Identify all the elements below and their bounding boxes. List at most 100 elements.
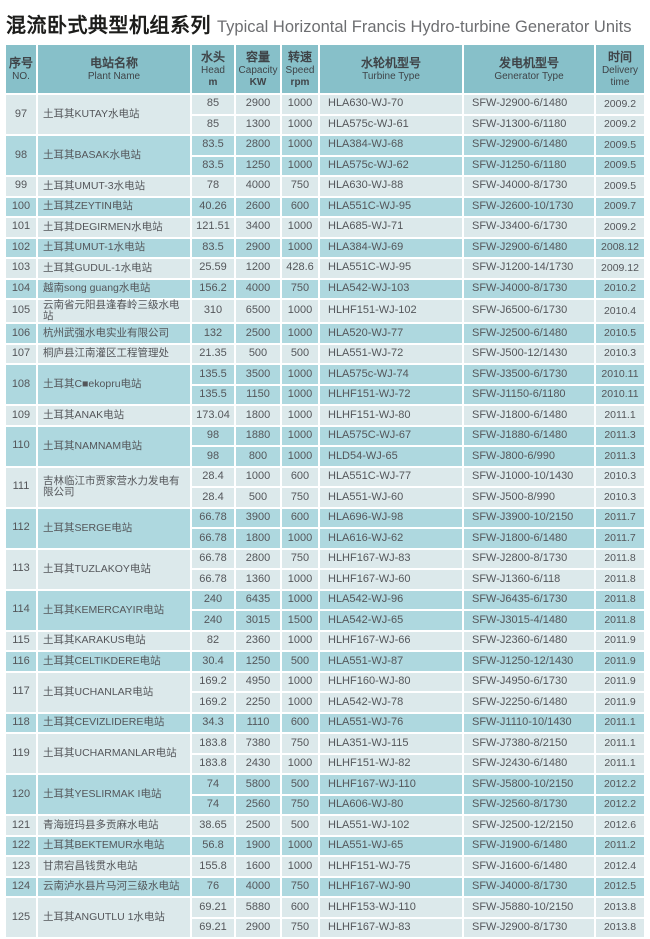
table-row: 113 土耳其TUZLAKOY电站 66.78 2800 750 HLHF167-WJ-8… bbox=[6, 549, 644, 589]
cell-speed: 500 bbox=[282, 775, 318, 794]
cell-head: 25.59 bbox=[192, 259, 234, 278]
cell-generator-type: SFW-J1900-6/1480 bbox=[464, 836, 594, 856]
cell-delivery-time: 2011.1 bbox=[596, 734, 644, 753]
table-row: 135.5 1150 1000 HLHF151-WJ-72 SFW-J1150-6/11… bbox=[6, 385, 644, 405]
cell-head: 66.78 bbox=[192, 508, 234, 528]
cell-turbine-type: HLA542-WJ-96 bbox=[320, 590, 462, 610]
cell-delivery-time: 2011.8 bbox=[596, 611, 644, 630]
cell-head: 69.21 bbox=[192, 898, 234, 917]
cell-speed: 750 bbox=[282, 877, 318, 897]
cell-speed: 600 bbox=[282, 197, 318, 216]
cell-generator-type: SFW-J500-8/990 bbox=[464, 488, 594, 507]
table-row: 240 3015 1500 HLA542-WJ-65 SFW-J3015-4/1480 2… bbox=[6, 611, 644, 630]
cell-generator-type: SFW-J2800-8/1730 bbox=[464, 549, 594, 569]
cell-capacity: 2900 bbox=[236, 95, 280, 114]
cell-generator-type: SFW-J2360-6/1480 bbox=[464, 631, 594, 651]
cell-capacity: 4000 bbox=[236, 177, 280, 196]
cell-capacity: 4000 bbox=[236, 877, 280, 897]
cell-turbine-type: HLHF167-WJ-90 bbox=[320, 877, 462, 897]
cell-capacity: 1300 bbox=[236, 115, 280, 134]
cell-turbine-type: HLHF167-WJ-60 bbox=[320, 570, 462, 589]
cell-delivery-time: 2011.1 bbox=[596, 754, 644, 774]
cell-generator-type: SFW-J5800-10/2150 bbox=[464, 775, 594, 794]
cell-turbine-type: HLHF153-WJ-110 bbox=[320, 898, 462, 917]
table-row: 101 土耳其DEGIRMEN水电站 121.51 3400 1000 HLA685-WJ… bbox=[6, 218, 644, 237]
cell-station-no: 112 bbox=[6, 508, 36, 548]
cell-speed: 750 bbox=[282, 279, 318, 298]
cell-generator-type: SFW-J1360-6/118 bbox=[464, 570, 594, 589]
cell-delivery-time: 2010.3 bbox=[596, 488, 644, 507]
cell-head: 240 bbox=[192, 611, 234, 630]
units-table-body: 97 土耳其KUTAY水电站 85 2900 1000 HLA630-WJ-70 SFW-J… bbox=[6, 95, 644, 938]
cell-turbine-type: HLA542-WJ-78 bbox=[320, 693, 462, 712]
cell-turbine-type: HLHF151-WJ-75 bbox=[320, 857, 462, 876]
page-title-chinese: 混流卧式典型机组系列 bbox=[6, 15, 211, 37]
cell-capacity: 2430 bbox=[236, 754, 280, 774]
cell-delivery-time: 2009.5 bbox=[596, 136, 644, 155]
cell-capacity: 2800 bbox=[236, 549, 280, 569]
table-row: 66.78 1360 1000 HLHF167-WJ-60 SFW-J1360-6/11… bbox=[6, 570, 644, 589]
cell-turbine-type: HLA575c-WJ-74 bbox=[320, 365, 462, 384]
cell-capacity: 5800 bbox=[236, 775, 280, 794]
table-row: 110 土耳其NAMNAM电站 98 1880 1000 HLA575C-WJ-67 SFW… bbox=[6, 426, 644, 466]
cell-speed: 1500 bbox=[282, 611, 318, 630]
table-row: 124 云南泸水县片马河三级水电站 76 4000 750 HLHF167-WJ-90 SF… bbox=[6, 877, 644, 897]
cell-delivery-time: 2010.11 bbox=[596, 365, 644, 384]
cell-speed: 1000 bbox=[282, 218, 318, 237]
page-title-english: Typical Horizontal Francis Hydro-turbine… bbox=[217, 18, 632, 36]
table-row: 114 土耳其KEMERCAYIR电站 240 6435 1000 HLA542-WJ-9… bbox=[6, 590, 644, 630]
cell-generator-type: SFW-J2250-6/1480 bbox=[464, 693, 594, 712]
cell-delivery-time: 2010.11 bbox=[596, 385, 644, 405]
table-row: 120 土耳其YESLIRMAK I电站 74 5800 500 HLHF167-WJ-1… bbox=[6, 775, 644, 815]
table-row: 106 杭州武强水电实业有限公司 132 2500 1000 HLA520-WJ-77 SF… bbox=[6, 324, 644, 343]
cell-station-no: 121 bbox=[6, 816, 36, 835]
cell-station-no: 105 bbox=[6, 300, 36, 323]
cell-station-no: 104 bbox=[6, 279, 36, 298]
cell-speed: 500 bbox=[282, 344, 318, 364]
cell-delivery-time: 2011.9 bbox=[596, 631, 644, 651]
cell-head: 121.51 bbox=[192, 218, 234, 237]
cell-capacity: 1360 bbox=[236, 570, 280, 589]
cell-turbine-type: HLA616-WJ-62 bbox=[320, 529, 462, 548]
cell-head: 76 bbox=[192, 877, 234, 897]
cell-speed: 1000 bbox=[282, 115, 318, 134]
cell-generator-type: SFW-J6500-6/1730 bbox=[464, 300, 594, 323]
cell-capacity: 1600 bbox=[236, 857, 280, 876]
header-speed: 转速 Speed rpm bbox=[282, 45, 318, 93]
cell-generator-type: SFW-J1800-6/1480 bbox=[464, 529, 594, 548]
cell-capacity: 7380 bbox=[236, 734, 280, 753]
cell-station-no: 113 bbox=[6, 549, 36, 589]
cell-generator-type: SFW-J3015-4/1480 bbox=[464, 611, 594, 630]
cell-capacity: 500 bbox=[236, 344, 280, 364]
header-capacity: 容量 Capacity KW bbox=[236, 45, 280, 93]
cell-speed: 428.6 bbox=[282, 259, 318, 278]
cell-plant-name: 土耳其SERGE电站 bbox=[38, 508, 190, 548]
header-plant-name: 电站名称 Plant Name bbox=[38, 45, 190, 93]
cell-delivery-time: 2011.3 bbox=[596, 426, 644, 446]
cell-delivery-time: 2009.12 bbox=[596, 259, 644, 278]
cell-head: 74 bbox=[192, 775, 234, 794]
table-row: 115 土耳其KARAKUS电站 82 2360 1000 HLHF167-WJ-66 SF… bbox=[6, 631, 644, 651]
cell-capacity: 1000 bbox=[236, 467, 280, 487]
cell-capacity: 4000 bbox=[236, 279, 280, 298]
cell-plant-name: 土耳其BASAK水电站 bbox=[38, 136, 190, 175]
cell-capacity: 2560 bbox=[236, 795, 280, 815]
cell-head: 38.65 bbox=[192, 816, 234, 835]
cell-capacity: 1800 bbox=[236, 529, 280, 548]
cell-capacity: 1200 bbox=[236, 259, 280, 278]
cell-turbine-type: HLA606-WJ-80 bbox=[320, 795, 462, 815]
cell-turbine-type: HLA575c-WJ-61 bbox=[320, 115, 462, 134]
cell-delivery-time: 2010.5 bbox=[596, 324, 644, 343]
cell-generator-type: SFW-J1150-6/1180 bbox=[464, 385, 594, 405]
cell-speed: 1000 bbox=[282, 300, 318, 323]
table-row: 98 土耳其BASAK水电站 83.5 2800 1000 HLA384-WJ-68 SFW… bbox=[6, 136, 644, 175]
cell-speed: 1000 bbox=[282, 590, 318, 610]
cell-head: 240 bbox=[192, 590, 234, 610]
cell-delivery-time: 2012.2 bbox=[596, 795, 644, 815]
cell-plant-name: 吉林临江市贾家营水力发电有限公司 bbox=[38, 467, 190, 507]
cell-turbine-type: HLHF160-WJ-80 bbox=[320, 672, 462, 692]
cell-head: 56.8 bbox=[192, 836, 234, 856]
cell-generator-type: SFW-J4000-8/1730 bbox=[464, 877, 594, 897]
table-row: 103 土耳其GUDUL-1水电站 25.59 1200 428.6 HLA551C-WJ… bbox=[6, 259, 644, 278]
cell-head: 40.26 bbox=[192, 197, 234, 216]
